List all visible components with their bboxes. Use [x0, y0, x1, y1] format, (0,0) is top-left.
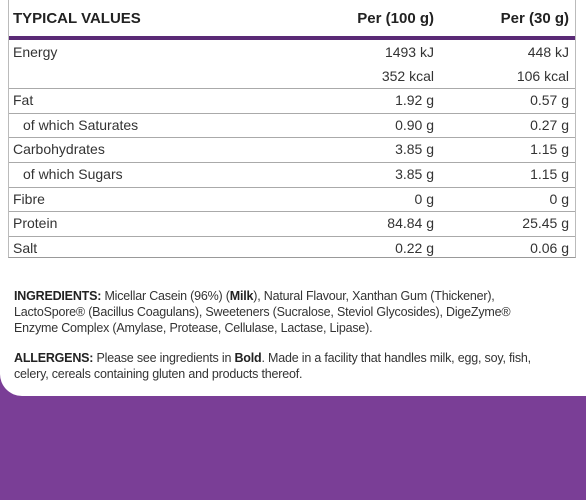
- value: 448 kJ: [527, 44, 569, 60]
- nutrition-table: TYPICAL VALUES Per (100 g) Per (30 g) En…: [8, 0, 576, 258]
- value: 0.27 g: [530, 116, 569, 133]
- value: 0 g: [549, 190, 569, 207]
- value: 0.57 g: [530, 92, 569, 109]
- table-row: Fibre 0 g 0 g: [9, 188, 575, 213]
- table-row: Fat 1.92 g 0.57 g: [9, 89, 575, 114]
- ingredients: INGREDIENTS: Micellar Casein (96%) (Milk…: [14, 288, 554, 336]
- row-label: Fat: [13, 92, 34, 109]
- text: Bold: [234, 351, 262, 365]
- value: 1.15 g: [530, 141, 569, 158]
- table-row: Carbohydrates 3.85 g 1.15 g: [9, 138, 575, 163]
- table-row: Protein 84.84 g 25.45 g: [9, 212, 575, 237]
- table-header: TYPICAL VALUES Per (100 g) Per (30 g): [9, 0, 575, 40]
- value: 1493 kJ: [384, 44, 434, 60]
- text: ), Natural Flavour, Xanthan Gum (Thicken…: [14, 289, 511, 335]
- value: 352 kcal: [381, 67, 434, 84]
- table-row: of which Sugars 3.85 g 1.15 g: [9, 163, 575, 188]
- value: 3.85 g: [395, 141, 434, 158]
- value: 106 kcal: [516, 67, 569, 84]
- value: 3.85 g: [395, 166, 434, 182]
- value: 25.45 g: [522, 215, 569, 232]
- header-col: Per (100 g): [357, 10, 434, 27]
- table-row: Salt 0.22 g 0.06 g: [9, 237, 575, 261]
- row-label: of which Saturates: [23, 116, 139, 133]
- value: 0.90 g: [395, 116, 434, 133]
- row-label: of which Sugars: [23, 166, 123, 182]
- value: 0 g: [414, 190, 434, 207]
- value: 0.06 g: [530, 239, 569, 256]
- table-row: of which Saturates 0.90 g 0.27 g: [9, 114, 575, 139]
- section-label: INGREDIENTS:: [14, 289, 102, 303]
- row-label: Energy: [13, 44, 58, 60]
- header-col: Per (30 g): [500, 10, 569, 27]
- row-label: Carbohydrates: [13, 141, 105, 158]
- row-label: Protein: [13, 215, 58, 232]
- table-row: Energy 1493 kJ 448 kJ 352 kcal 106 kcal: [9, 41, 575, 90]
- value: 0.22 g: [395, 239, 434, 256]
- value: 84.84 g: [387, 215, 434, 232]
- text: . Made in a facility that handles milk, …: [14, 351, 531, 381]
- value: 1.92 g: [395, 92, 434, 109]
- row-label: Salt: [13, 239, 38, 256]
- panel: TYPICAL VALUES Per (100 g) Per (30 g) En…: [0, 0, 586, 396]
- text: Please see ingredients in: [93, 351, 235, 365]
- allergens: ALLERGENS: Please see ingredients in Bol…: [14, 350, 554, 382]
- text: Micellar Casein (96%) (: [101, 289, 230, 303]
- text: Milk: [229, 289, 254, 303]
- row-label: Fibre: [13, 190, 45, 207]
- value: 1.15 g: [530, 166, 569, 182]
- section-label: ALLERGENS:: [14, 351, 94, 365]
- header-title: TYPICAL VALUES: [13, 10, 141, 27]
